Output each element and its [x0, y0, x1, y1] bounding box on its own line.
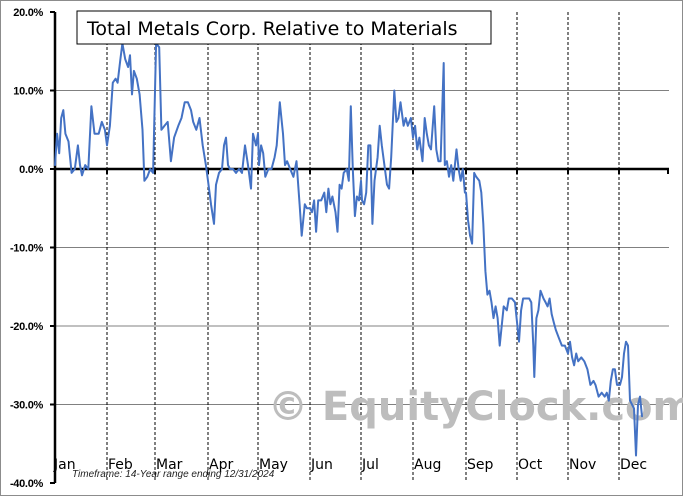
month-label-oct: Oct — [518, 457, 543, 473]
y-axis-label: -40.0% — [10, 478, 44, 490]
timeframe-footnote: Timeframe: 14-Year range ending 12/31/20… — [72, 469, 275, 480]
horizontal-gridlines — [55, 90, 669, 405]
month-label-aug: Aug — [414, 457, 441, 473]
y-axis-label: -20.0% — [10, 321, 44, 333]
y-axis-label: -10.0% — [10, 243, 44, 255]
y-axis-label: 0.0% — [19, 164, 43, 176]
y-axis-label: 10.0% — [13, 86, 43, 98]
zero-axis-ticks — [106, 169, 669, 174]
y-axis-labels: 20.0% 10.0% 0.0% -10.0% -20.0% -30.0% -40.0% — [10, 7, 44, 490]
month-label-mar: Mar — [156, 457, 183, 473]
relative-performance-line — [54, 42, 643, 457]
x-axis-month-labels: Jan Feb Mar Apr May Jun Jul Aug Sep Oct Nov Dec — [53, 457, 647, 473]
y-axis-label: 20.0% — [13, 7, 43, 19]
month-label-dec: Dec — [620, 457, 647, 473]
month-label-may: May — [259, 457, 288, 473]
month-label-feb: Feb — [108, 457, 133, 473]
month-label-jun: Jun — [310, 457, 333, 473]
month-label-sep: Sep — [467, 457, 494, 473]
chart-title-box: Total Metals Corp. Relative to Materials — [76, 10, 492, 45]
month-divider-lines — [106, 12, 620, 482]
month-label-nov: Nov — [569, 457, 596, 473]
chart-title: Total Metals Corp. Relative to Materials — [86, 18, 458, 40]
y-axis-ticks — [50, 11, 55, 484]
watermark: © EquityClock.com — [268, 384, 683, 430]
month-label-apr: Apr — [209, 457, 233, 473]
y-axis-label: -30.0% — [10, 400, 44, 412]
month-label-jan: Jan — [53, 457, 76, 473]
month-label-jul: Jul — [361, 457, 379, 473]
